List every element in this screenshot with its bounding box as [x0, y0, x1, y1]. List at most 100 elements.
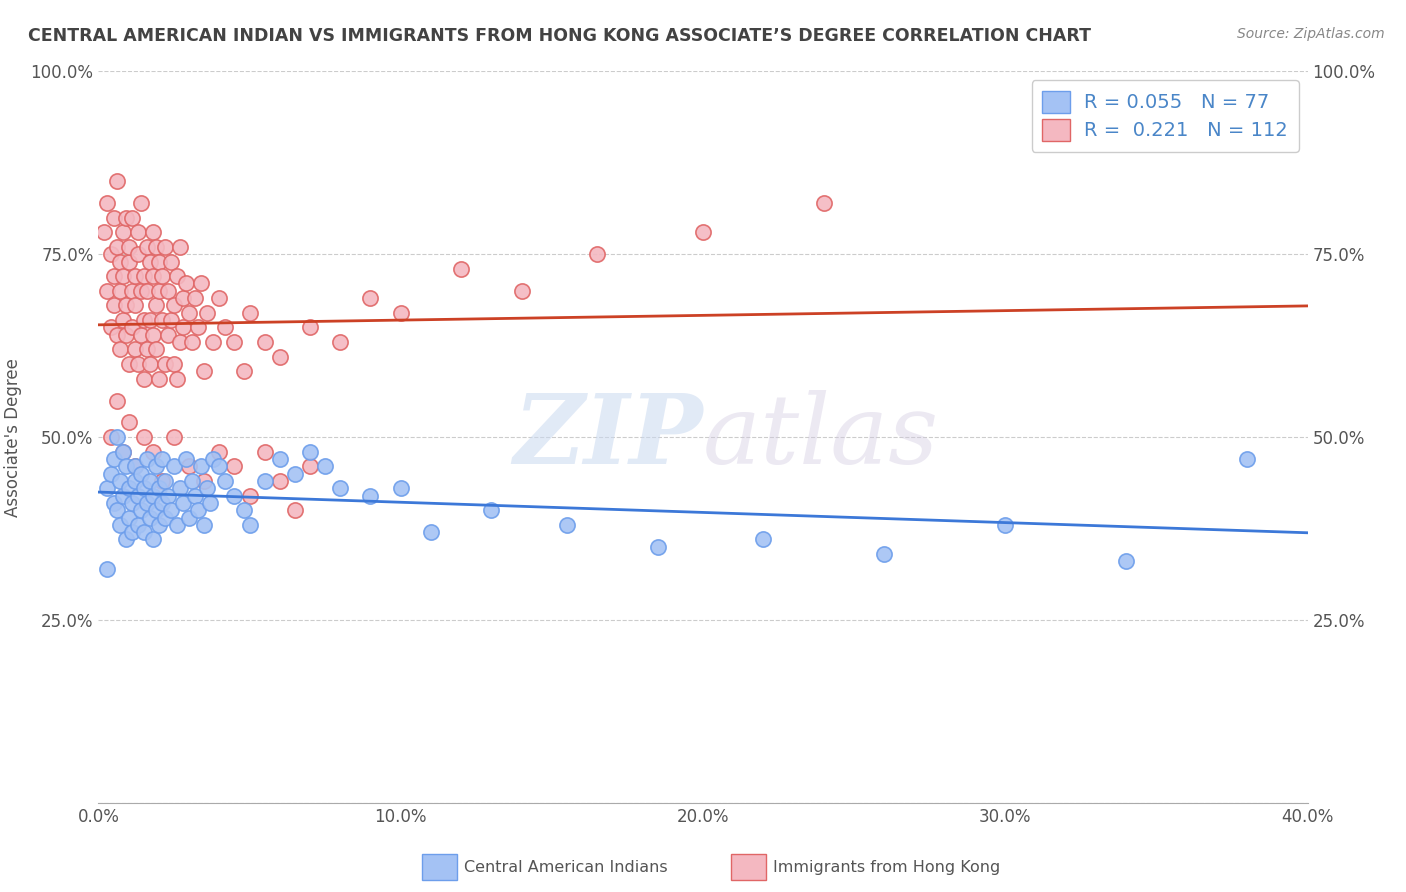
Point: [111, 225, 134, 239]
Point: [150, 452, 173, 467]
Point: [555, 517, 578, 532]
Point: [135, 496, 157, 510]
Point: [145, 343, 167, 357]
Point: [124, 474, 146, 488]
Point: [132, 371, 155, 385]
Point: [108, 474, 131, 488]
Point: [132, 430, 155, 444]
Point: [208, 444, 231, 458]
Point: [163, 430, 186, 444]
Point: [153, 474, 176, 488]
Text: Immigrants from Hong Kong: Immigrants from Hong Kong: [773, 860, 1001, 874]
Point: [124, 269, 146, 284]
Point: [420, 525, 443, 540]
Point: [181, 334, 204, 349]
Point: [114, 459, 136, 474]
Point: [179, 510, 201, 524]
Point: [142, 327, 165, 342]
Point: [160, 313, 183, 327]
Point: [299, 459, 322, 474]
Point: [586, 247, 609, 261]
Point: [163, 459, 186, 474]
Point: [994, 517, 1017, 532]
Point: [166, 371, 188, 385]
Point: [224, 459, 246, 474]
Point: [121, 525, 143, 540]
Point: [169, 240, 191, 254]
Point: [360, 489, 382, 503]
Point: [284, 503, 307, 517]
Point: [145, 503, 167, 517]
Point: [148, 284, 170, 298]
Point: [118, 357, 141, 371]
Point: [145, 459, 167, 474]
Point: [253, 334, 276, 349]
Point: [111, 313, 134, 327]
Point: [114, 298, 136, 312]
Point: [145, 298, 167, 312]
Point: [148, 254, 170, 268]
Point: [389, 481, 412, 495]
Point: [105, 430, 128, 444]
Point: [139, 313, 162, 327]
Point: [179, 306, 201, 320]
Point: [163, 298, 186, 312]
Text: Central American Indians: Central American Indians: [464, 860, 668, 874]
Point: [647, 540, 669, 554]
Point: [195, 481, 218, 495]
Point: [174, 277, 197, 291]
Point: [135, 284, 157, 298]
Point: [253, 444, 276, 458]
Point: [118, 254, 141, 268]
Point: [481, 503, 503, 517]
Point: [299, 320, 322, 334]
Point: [172, 320, 194, 334]
Point: [284, 467, 307, 481]
Point: [132, 269, 155, 284]
Point: [692, 225, 714, 239]
Point: [360, 291, 382, 305]
Point: [108, 343, 131, 357]
Point: [105, 327, 128, 342]
Point: [132, 525, 155, 540]
Point: [1236, 452, 1258, 467]
Point: [269, 474, 291, 488]
Point: [118, 240, 141, 254]
Point: [329, 481, 352, 495]
Point: [105, 393, 128, 408]
Point: [169, 481, 191, 495]
Point: [200, 496, 222, 510]
Point: [142, 444, 165, 458]
Point: [114, 533, 136, 547]
Legend: R = 0.055   N = 77, R =  0.221   N = 112: R = 0.055 N = 77, R = 0.221 N = 112: [1032, 80, 1299, 152]
Point: [510, 284, 533, 298]
Point: [172, 496, 194, 510]
Point: [873, 547, 896, 561]
Point: [169, 334, 191, 349]
Point: [103, 298, 125, 312]
Point: [239, 489, 262, 503]
Point: [96, 284, 118, 298]
Point: [153, 240, 176, 254]
Point: [450, 261, 472, 276]
Point: [150, 269, 173, 284]
Point: [100, 247, 122, 261]
Point: [184, 489, 207, 503]
Point: [174, 452, 197, 467]
Point: [124, 459, 146, 474]
Point: [150, 496, 173, 510]
Point: [224, 334, 246, 349]
Point: [156, 489, 179, 503]
Point: [127, 489, 149, 503]
Point: [135, 240, 157, 254]
Point: [166, 517, 188, 532]
Point: [232, 364, 254, 378]
Point: [114, 327, 136, 342]
Point: [160, 503, 183, 517]
Point: [103, 269, 125, 284]
Point: [193, 474, 215, 488]
Point: [129, 327, 152, 342]
Point: [105, 174, 128, 188]
Point: [114, 211, 136, 225]
Point: [142, 225, 165, 239]
